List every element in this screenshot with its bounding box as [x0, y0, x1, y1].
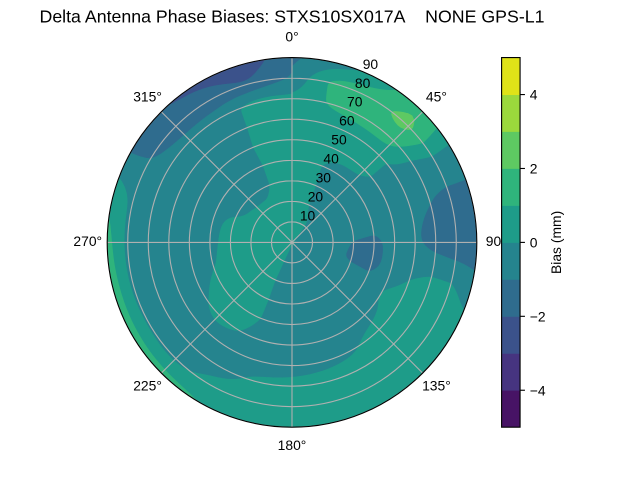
svg-text:225°: 225° [133, 377, 162, 393]
svg-text:135°: 135° [422, 377, 451, 393]
svg-text:2: 2 [530, 161, 538, 177]
svg-text:0°: 0° [285, 29, 298, 45]
svg-text:4: 4 [530, 87, 538, 103]
svg-text:45°: 45° [426, 89, 447, 105]
svg-text:50: 50 [331, 132, 347, 148]
svg-text:70: 70 [347, 94, 363, 110]
svg-text:20: 20 [308, 189, 324, 205]
svg-text:60: 60 [339, 113, 355, 129]
svg-text:180°: 180° [278, 437, 307, 453]
svg-text:Delta Antenna Phase Biases: ST: Delta Antenna Phase Biases: STXS10SX017A… [40, 6, 545, 26]
svg-text:0: 0 [530, 234, 538, 250]
svg-text:Bias (mm): Bias (mm) [548, 211, 564, 274]
svg-text:315°: 315° [133, 89, 162, 105]
svg-text:40: 40 [323, 151, 339, 167]
svg-text:80: 80 [355, 75, 371, 91]
svg-text:270°: 270° [73, 233, 102, 249]
svg-text:30: 30 [316, 170, 332, 186]
svg-text:10: 10 [300, 208, 316, 224]
svg-text:−4: −4 [530, 382, 546, 398]
svg-text:90: 90 [363, 56, 379, 72]
svg-text:−2: −2 [530, 308, 546, 324]
